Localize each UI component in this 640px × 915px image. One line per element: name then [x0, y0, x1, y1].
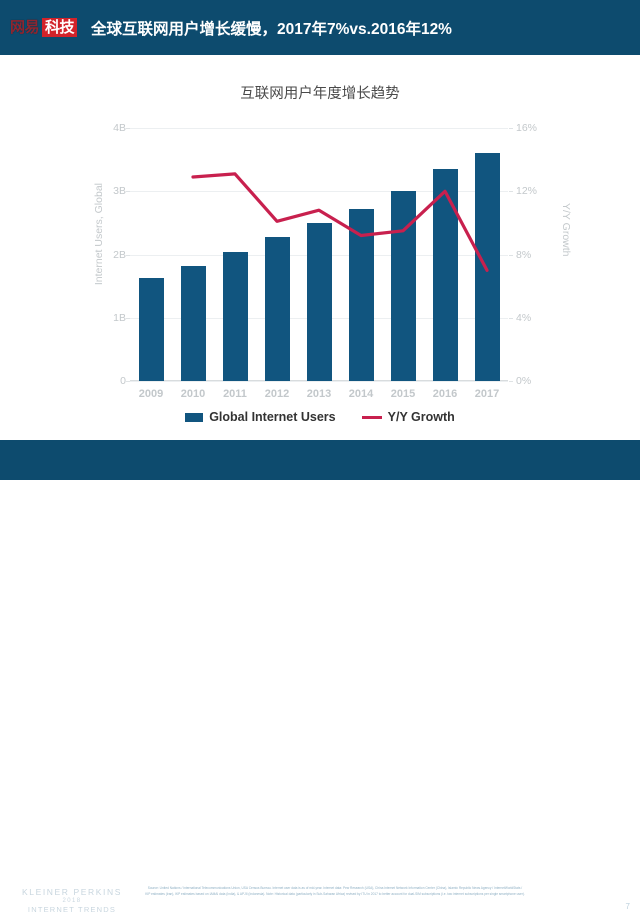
- y-axis-right-tick-mark: [509, 254, 513, 256]
- y-axis-left-tick-mark: [126, 128, 130, 129]
- y-axis-left-tick-mark: [126, 317, 130, 319]
- bar-series-global-internet-users: [130, 128, 508, 381]
- logo-text-badge: 科技: [42, 18, 78, 37]
- bar-2010: [180, 265, 206, 381]
- y-axis-left-tick: 3B: [113, 185, 126, 198]
- x-axis-tick-2016: 2016: [432, 388, 458, 400]
- gridline: [130, 191, 508, 193]
- kp-logo-line-2: 2018: [62, 897, 82, 904]
- netease-tech-logo: 网易 科技: [10, 18, 78, 37]
- bar-2013: [306, 222, 332, 381]
- gridline: [130, 128, 508, 129]
- x-axis-tick-2017: 2017: [474, 388, 500, 400]
- y-axis-right-tick: 8%: [516, 248, 532, 261]
- y-axis-right-tick-mark: [509, 128, 513, 129]
- y-axis-left-label: Internet Users, Global: [93, 183, 105, 286]
- x-axis-tick-2010: 2010: [180, 388, 206, 400]
- y-axis-right-tick: 12%: [516, 185, 538, 198]
- legend-item-global-internet-users: Global Internet Users: [185, 410, 336, 424]
- y-axis-right-label: Y/Y Growth: [560, 203, 572, 257]
- bar-2012: [264, 236, 290, 381]
- y-axis-left-tick-mark: [126, 191, 130, 193]
- chart-legend: Global Internet Users Y/Y Growth: [0, 410, 640, 424]
- y-axis-right-tick-mark: [509, 317, 513, 319]
- y-axis-right-tick-mark: [509, 191, 513, 193]
- y-axis-right-tick: 0%: [516, 375, 532, 387]
- chart-title: 互联网用户年度增长趋势: [240, 86, 400, 102]
- bar-swatch-icon: [185, 412, 204, 422]
- x-axis-tick-2013: 2013: [306, 388, 332, 400]
- kp-logo-line-3: INTERNET TRENDS: [27, 905, 117, 915]
- x-axis-tick-2012: 2012: [264, 388, 290, 400]
- bar-2011: [222, 251, 248, 381]
- bar-2014: [348, 208, 374, 381]
- plot-area: [130, 128, 508, 382]
- page-number: 7: [625, 902, 630, 911]
- y-axis-left-tick: 0: [120, 375, 126, 387]
- chart-card: 互联网用户年度增长趋势 Internet Users, Global Y/Y G…: [0, 55, 640, 440]
- y-axis-left-tick: 2B: [113, 248, 126, 261]
- bar-2009: [138, 277, 164, 381]
- y-axis-left-tick: 1B: [113, 311, 126, 324]
- page-header: 网易 科技 全球互联网用户增长缓慢，2017年7%vs.2016年12%: [0, 0, 640, 55]
- legend-item-yy-growth: Y/Y Growth: [361, 410, 455, 424]
- legend-label-global-internet-users: Global Internet Users: [209, 410, 336, 424]
- page-footer: KLEINER PERKINS 2018 INTERNET TRENDS Sou…: [0, 440, 640, 914]
- line-series-yy-growth: [191, 172, 489, 272]
- y-axis-right-tick-mark: [509, 381, 513, 382]
- logo-text-primary: 网易: [10, 19, 40, 36]
- line-swatch-icon: [361, 415, 382, 419]
- y-axis-left-tick-mark: [126, 254, 130, 256]
- x-axis-tick-2014: 2014: [348, 388, 374, 400]
- y-axis-right-tick: 16%: [516, 122, 538, 134]
- kleiner-perkins-logo: KLEINER PERKINS 2018 INTERNET TRENDS: [8, 887, 136, 915]
- source-footnote: Source: United Nations / International T…: [145, 886, 525, 897]
- page-title: 全球互联网用户增长缓慢，2017年7%vs.2016年12%: [91, 20, 452, 38]
- x-axis-tick-2011: 2011: [223, 388, 247, 400]
- growth-line-path: [191, 172, 489, 272]
- y-axis-left-tick-mark: [126, 381, 130, 382]
- x-axis-tick-2009: 2009: [138, 388, 164, 400]
- kp-logo-line-1: KLEINER PERKINS: [21, 887, 123, 897]
- y-axis-right-tick: 4%: [516, 311, 532, 324]
- y-axis-left-tick: 4B: [113, 122, 126, 134]
- gridline: [130, 381, 508, 382]
- x-axis-tick-2015: 2015: [390, 388, 416, 400]
- legend-label-yy-growth: Y/Y Growth: [387, 410, 455, 424]
